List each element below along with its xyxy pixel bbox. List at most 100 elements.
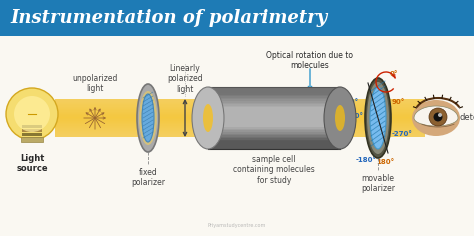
Bar [208, 101, 340, 102]
Bar [208, 105, 340, 107]
Bar [55, 105, 425, 107]
Bar [208, 107, 340, 109]
Bar [55, 110, 425, 112]
Bar [208, 96, 340, 98]
Bar [208, 129, 340, 131]
Bar [55, 132, 425, 133]
Bar [208, 131, 340, 132]
Bar [55, 108, 425, 109]
Bar [21, 137, 43, 142]
Bar [55, 119, 425, 121]
Bar [55, 109, 425, 110]
Bar [55, 118, 425, 119]
Bar [208, 146, 340, 148]
Bar [55, 123, 425, 124]
Bar [208, 124, 340, 126]
Bar [208, 121, 340, 123]
Text: Light
source: Light source [16, 154, 48, 173]
Bar [208, 113, 340, 115]
Bar [208, 99, 340, 101]
Bar [208, 109, 340, 110]
Bar [55, 101, 425, 103]
Bar [55, 124, 425, 126]
Circle shape [429, 108, 447, 126]
Ellipse shape [192, 87, 224, 149]
Text: -90°: -90° [343, 99, 359, 105]
Bar [55, 107, 425, 108]
Text: Optical rotation due to
molecules: Optical rotation due to molecules [266, 51, 354, 70]
Text: detector: detector [460, 114, 474, 122]
Bar [208, 93, 340, 95]
Text: -180°: -180° [356, 157, 377, 163]
Text: Priyamstudycentre.com: Priyamstudycentre.com [208, 223, 266, 228]
Circle shape [6, 88, 58, 140]
Bar [208, 123, 340, 124]
Bar [208, 116, 340, 118]
Bar [55, 100, 425, 101]
Bar [208, 137, 340, 138]
Bar [208, 143, 340, 144]
Text: 90°: 90° [392, 99, 405, 105]
Bar [55, 131, 425, 132]
Bar [55, 103, 425, 104]
Bar [208, 92, 340, 93]
Bar [208, 148, 340, 149]
Ellipse shape [367, 82, 389, 154]
Bar [208, 120, 340, 121]
Bar [208, 95, 340, 96]
Text: movable
polarizer: movable polarizer [361, 174, 395, 193]
Ellipse shape [412, 100, 460, 136]
Bar [22, 137, 42, 140]
Bar [55, 126, 425, 127]
Bar [208, 98, 340, 99]
Text: 0°: 0° [390, 71, 398, 77]
Bar [55, 99, 425, 100]
Text: 180°: 180° [376, 159, 394, 165]
Bar [55, 121, 425, 122]
Bar [55, 117, 425, 118]
Ellipse shape [139, 91, 157, 145]
Bar [22, 125, 42, 128]
Bar [208, 112, 340, 113]
Circle shape [438, 113, 442, 117]
Ellipse shape [324, 87, 356, 149]
Bar [208, 141, 340, 143]
Bar [208, 118, 340, 120]
Bar [208, 134, 340, 135]
Bar [55, 135, 425, 136]
Bar [208, 102, 340, 104]
Ellipse shape [365, 78, 391, 158]
Bar [55, 115, 425, 117]
Bar [208, 104, 340, 105]
Bar [55, 129, 425, 131]
Circle shape [14, 96, 50, 132]
Circle shape [434, 113, 443, 122]
Ellipse shape [335, 105, 345, 131]
Bar [55, 127, 425, 128]
Bar [55, 128, 425, 129]
Bar [0, 36, 474, 236]
Bar [55, 122, 425, 123]
Bar [55, 99, 425, 137]
Bar [208, 126, 340, 127]
Bar [55, 104, 425, 105]
Bar [208, 110, 340, 112]
Bar [208, 144, 340, 146]
Text: fixed
polarizer: fixed polarizer [131, 168, 165, 187]
Ellipse shape [137, 84, 159, 152]
Bar [208, 87, 340, 88]
Bar [208, 138, 340, 140]
Bar [22, 133, 42, 136]
Bar [208, 127, 340, 129]
Bar [55, 112, 425, 113]
Text: Linearly
polarized
light: Linearly polarized light [167, 64, 203, 94]
Polygon shape [414, 106, 458, 126]
Bar [208, 140, 340, 141]
Bar [208, 90, 340, 92]
Bar [55, 136, 425, 137]
Bar [22, 129, 42, 132]
Ellipse shape [370, 87, 386, 149]
Bar [208, 115, 340, 116]
Text: 270°: 270° [346, 113, 364, 119]
Bar [208, 135, 340, 137]
